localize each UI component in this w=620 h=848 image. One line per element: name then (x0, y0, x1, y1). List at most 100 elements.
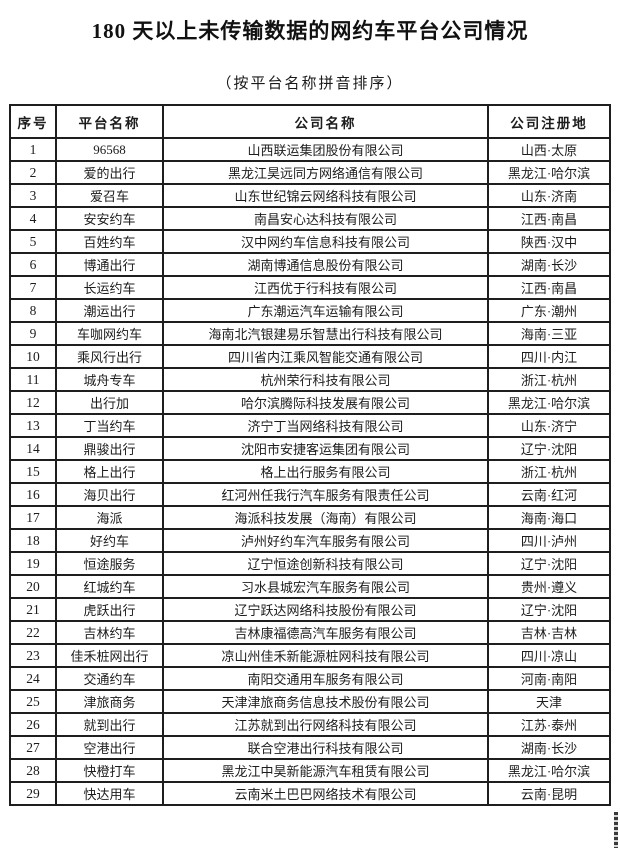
location-cell: 河南·南阳 (487, 666, 611, 691)
location-cell: 陕西·汉中 (487, 229, 611, 254)
index-cell: 19 (9, 551, 57, 576)
company-cell: 辽宁恒途创新科技有限公司 (162, 551, 489, 576)
location-cell: 辽宁·沈阳 (487, 436, 611, 461)
company-cell: 四川省内江乘风智能交通有限公司 (162, 344, 489, 369)
company-cell: 江苏就到出行网络科技有限公司 (162, 712, 489, 737)
platform-cell: 好约车 (55, 528, 164, 553)
platform-cell: 海派 (55, 505, 164, 530)
table-row: 17 海派 海派科技发展（海南）有限公司 海南·海口 (9, 505, 611, 530)
location-cell: 四川·内江 (487, 344, 611, 369)
index-cell: 23 (9, 643, 57, 668)
platform-cell: 长运约车 (55, 275, 164, 300)
index-cell: 5 (9, 229, 57, 254)
table-row: 24 交通约车 南阳交通用车服务有限公司 河南·南阳 (9, 666, 611, 691)
table-row: 27 空港出行 联合空港出行科技有限公司 湖南·长沙 (9, 735, 611, 760)
company-cell: 江西优于行科技有限公司 (162, 275, 489, 300)
col-header-index: 序号 (9, 104, 57, 139)
location-cell: 辽宁·沈阳 (487, 551, 611, 576)
table-row: 4 安安约车 南昌安心达科技有限公司 江西·南昌 (9, 206, 611, 231)
table-row: 3 爱召车 山东世纪锦云网络科技有限公司 山东·济南 (9, 183, 611, 208)
location-cell: 浙江·杭州 (487, 367, 611, 392)
index-cell: 15 (9, 459, 57, 484)
location-cell: 海南·三亚 (487, 321, 611, 346)
index-cell: 4 (9, 206, 57, 231)
table-row: 2 爱的出行 黑龙江昊远同方网络通信有限公司 黑龙江·哈尔滨 (9, 160, 611, 185)
location-cell: 云南·红河 (487, 482, 611, 507)
company-cell: 吉林康福德高汽车服务有限公司 (162, 620, 489, 645)
platform-cell: 恒途服务 (55, 551, 164, 576)
company-cell: 南阳交通用车服务有限公司 (162, 666, 489, 691)
platform-cell: 车咖网约车 (55, 321, 164, 346)
index-cell: 16 (9, 482, 57, 507)
table-row: 16 海贝出行 红河州任我行汽车服务有限责任公司 云南·红河 (9, 482, 611, 507)
location-cell: 云南·昆明 (487, 781, 611, 806)
location-cell: 贵州·遵义 (487, 574, 611, 599)
platform-cell: 交通约车 (55, 666, 164, 691)
platform-cell: 城舟专车 (55, 367, 164, 392)
location-cell: 江西·南昌 (487, 206, 611, 231)
company-cell: 辽宁跃达网络科技股份有限公司 (162, 597, 489, 622)
platform-cell: 鼎骏出行 (55, 436, 164, 461)
table-row: 6 博通出行 湖南博通信息股份有限公司 湖南·长沙 (9, 252, 611, 277)
platform-cell: 博通出行 (55, 252, 164, 277)
col-header-platform: 平台名称 (55, 104, 164, 139)
location-cell: 天津 (487, 689, 611, 714)
index-cell: 17 (9, 505, 57, 530)
company-cell: 杭州荣行科技有限公司 (162, 367, 489, 392)
table-row: 13 丁当约车 济宁丁当网络科技有限公司 山东·济宁 (9, 413, 611, 438)
company-cell: 广东潮运汽车运输有限公司 (162, 298, 489, 323)
table-row: 18 好约车 泸州好约车汽车服务有限公司 四川·泸州 (9, 528, 611, 553)
table-header-row: 序号 平台名称 公司名称 公司注册地 (9, 104, 611, 139)
page-subtitle: （按平台名称拼音排序） (216, 76, 404, 92)
table-row: 8 潮运出行 广东潮运汽车运输有限公司 广东·潮州 (9, 298, 611, 323)
platform-cell: 吉林约车 (55, 620, 164, 645)
platform-table: 序号 平台名称 公司名称 公司注册地 1 96568 山西联运集团股份有限公司 … (9, 104, 611, 806)
location-cell: 广东·潮州 (487, 298, 611, 323)
company-cell: 海南北汽银建易乐智慧出行科技有限公司 (162, 321, 489, 346)
index-cell: 12 (9, 390, 57, 415)
col-header-company: 公司名称 (162, 104, 489, 139)
index-cell: 2 (9, 160, 57, 185)
index-cell: 14 (9, 436, 57, 461)
company-cell: 沈阳市安捷客运集团有限公司 (162, 436, 489, 461)
platform-cell: 爱的出行 (55, 160, 164, 185)
table-row: 11 城舟专车 杭州荣行科技有限公司 浙江·杭州 (9, 367, 611, 392)
platform-cell: 佳禾桩网出行 (55, 643, 164, 668)
location-cell: 黑龙江·哈尔滨 (487, 160, 611, 185)
platform-cell: 出行加 (55, 390, 164, 415)
location-cell: 山东·济宁 (487, 413, 611, 438)
index-cell: 13 (9, 413, 57, 438)
platform-cell: 格上出行 (55, 459, 164, 484)
location-cell: 四川·泸州 (487, 528, 611, 553)
index-cell: 8 (9, 298, 57, 323)
table-row: 9 车咖网约车 海南北汽银建易乐智慧出行科技有限公司 海南·三亚 (9, 321, 611, 346)
platform-cell: 乘风行出行 (55, 344, 164, 369)
table-row: 23 佳禾桩网出行 凉山州佳禾新能源桩网科技有限公司 四川·凉山 (9, 643, 611, 668)
location-cell: 湖南·长沙 (487, 252, 611, 277)
table-row: 1 96568 山西联运集团股份有限公司 山西·太原 (9, 137, 611, 162)
index-cell: 29 (9, 781, 57, 806)
company-cell: 天津津旅商务信息技术股份有限公司 (162, 689, 489, 714)
company-cell: 云南米土巴巴网络技术有限公司 (162, 781, 489, 806)
company-cell: 联合空港出行科技有限公司 (162, 735, 489, 760)
platform-cell: 海贝出行 (55, 482, 164, 507)
index-cell: 27 (9, 735, 57, 760)
location-cell: 吉林·吉林 (487, 620, 611, 645)
index-cell: 26 (9, 712, 57, 737)
platform-cell: 快达用车 (55, 781, 164, 806)
company-cell: 黑龙江中昊新能源汽车租赁有限公司 (162, 758, 489, 783)
location-cell: 黑龙江·哈尔滨 (487, 758, 611, 783)
company-cell: 南昌安心达科技有限公司 (162, 206, 489, 231)
index-cell: 7 (9, 275, 57, 300)
platform-cell: 96568 (55, 137, 164, 162)
table-row: 12 出行加 哈尔滨腾际科技发展有限公司 黑龙江·哈尔滨 (9, 390, 611, 415)
index-cell: 1 (9, 137, 57, 162)
scan-artifact-mark (614, 812, 618, 848)
location-cell: 浙江·杭州 (487, 459, 611, 484)
index-cell: 22 (9, 620, 57, 645)
company-cell: 格上出行服务有限公司 (162, 459, 489, 484)
platform-cell: 红城约车 (55, 574, 164, 599)
platform-cell: 丁当约车 (55, 413, 164, 438)
location-cell: 山东·济南 (487, 183, 611, 208)
location-cell: 海南·海口 (487, 505, 611, 530)
